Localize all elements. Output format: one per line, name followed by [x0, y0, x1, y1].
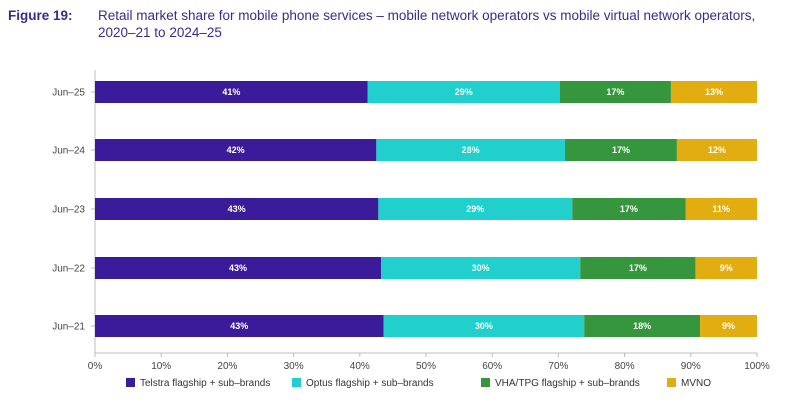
bar-data-label: 9%: [722, 321, 735, 331]
bar-data-label: 30%: [475, 321, 493, 331]
bar-data-label: 17%: [612, 145, 630, 155]
bar-segment: [700, 315, 757, 337]
bar-segment: [565, 139, 677, 161]
legend-label: MVNO: [681, 378, 711, 389]
bar-segment: [383, 315, 585, 337]
bar-data-label: 17%: [620, 204, 638, 214]
legend-swatch: [292, 378, 301, 387]
bar-data-label: 29%: [455, 87, 473, 97]
x-tick-label: 40%: [350, 361, 370, 372]
x-tick-label: 70%: [548, 361, 568, 372]
x-tick-label: 60%: [482, 361, 502, 372]
bar-segment: [378, 198, 573, 220]
bar-segment: [367, 81, 560, 103]
bar-segment: [380, 257, 581, 279]
y-category-label: Jun–21: [52, 322, 85, 333]
bar-data-label: 42%: [227, 145, 245, 155]
y-category-label: Jun–23: [52, 205, 85, 216]
bar-segment: [95, 257, 381, 279]
y-category-label: Jun–24: [52, 146, 85, 157]
legend-label: VHA/TPG flagship + sub–brands: [495, 378, 640, 389]
legend-label: Telstra flagship + sub–brands: [140, 378, 270, 389]
bar-segment: [95, 198, 379, 220]
bar-segment: [584, 315, 701, 337]
bar-data-label: 41%: [222, 87, 240, 97]
bar-data-label: 17%: [606, 87, 624, 97]
legend-swatch: [481, 378, 490, 387]
x-tick-label: 20%: [217, 361, 237, 372]
bar-data-label: 28%: [462, 145, 480, 155]
bar-segment: [572, 198, 686, 220]
bar-segment: [676, 139, 757, 161]
bar-data-label: 43%: [229, 263, 247, 273]
bar-segment: [95, 315, 384, 337]
bar-segment: [376, 139, 566, 161]
y-category-label: Jun–22: [52, 264, 85, 275]
x-tick-label: 90%: [681, 361, 701, 372]
bar-data-label: 17%: [629, 263, 647, 273]
figure-label: Figure 19:: [8, 8, 73, 23]
bar-segment: [695, 257, 757, 279]
legend-swatch: [667, 378, 676, 387]
bar-data-label: 29%: [466, 204, 484, 214]
bar-data-label: 30%: [472, 263, 490, 273]
bar-data-label: 13%: [705, 87, 723, 97]
y-category-label: Jun–25: [52, 88, 85, 99]
x-tick-label: 50%: [416, 361, 436, 372]
bar-segment: [685, 198, 757, 220]
x-tick-label: 80%: [615, 361, 635, 372]
bar-data-label: 9%: [720, 263, 733, 273]
bar-data-label: 43%: [228, 204, 246, 214]
x-tick-label: 10%: [151, 361, 171, 372]
x-tick-label: 100%: [744, 361, 770, 372]
x-tick-label: 30%: [284, 361, 304, 372]
bar-data-label: 43%: [230, 321, 248, 331]
figure-title: Retail market share for mobile phone ser…: [98, 8, 756, 40]
bar-data-label: 11%: [712, 204, 730, 214]
bar-data-label: 12%: [708, 145, 726, 155]
legend-swatch: [126, 378, 135, 387]
legend-label: Optus flagship + sub–brands: [306, 378, 434, 389]
x-tick-label: 0%: [88, 361, 103, 372]
bar-data-label: 18%: [633, 321, 651, 331]
bar-segment: [559, 81, 671, 103]
bar-segment: [95, 139, 377, 161]
bar-segment: [95, 81, 368, 103]
bar-segment: [580, 257, 696, 279]
bar-segment: [670, 81, 757, 103]
